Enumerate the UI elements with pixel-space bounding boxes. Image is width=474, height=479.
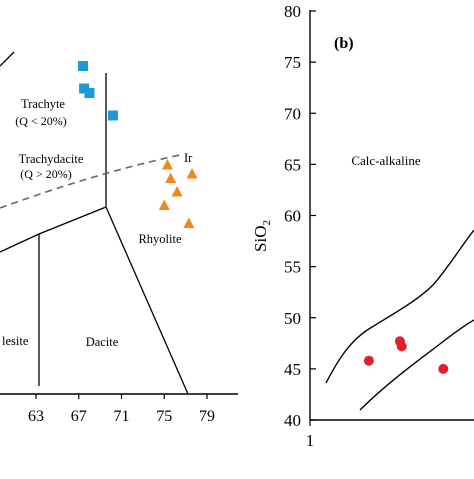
triangle-marker bbox=[165, 172, 177, 183]
triangle-marker bbox=[158, 199, 170, 210]
field-label-andesite: lesite bbox=[2, 334, 29, 348]
field-label-trachyte: Trachyte bbox=[21, 97, 65, 111]
square-marker bbox=[107, 110, 118, 121]
y-label-subscript: 2 bbox=[261, 220, 273, 226]
boundary-upper-left bbox=[0, 51, 15, 67]
boundary-dacite-rhyolite bbox=[105, 206, 189, 395]
square-marker bbox=[79, 83, 90, 94]
field-label-rhyolite: Rhyolite bbox=[138, 232, 182, 246]
right-x-ticks: 1 bbox=[306, 420, 315, 450]
right-y-tick-label: 50 bbox=[284, 309, 301, 328]
right-panel: 40 45 50 55 60 65 70 75 80 1 SiO2 (b) Calc-alkal… bbox=[251, 2, 474, 450]
left-x-ticks: 63 67 71 75 79 bbox=[28, 394, 215, 425]
square-marker bbox=[84, 88, 95, 98]
field-label-trachydacite: Trachydacite bbox=[19, 152, 84, 166]
field-label-calc-alkaline: Calc-alkaline bbox=[351, 153, 421, 168]
field-label-trachydacite-q: (Q > 20%) bbox=[20, 167, 71, 181]
left-x-tick-label: 71 bbox=[114, 408, 130, 425]
right-y-tick-label: 60 bbox=[284, 207, 301, 226]
field-label-trachyte-q: (Q < 20%) bbox=[15, 114, 66, 128]
triangle-marker bbox=[186, 168, 198, 179]
circle-marker bbox=[363, 355, 374, 366]
right-y-tick-label: 45 bbox=[284, 360, 301, 379]
right-y-tick-label: 55 bbox=[284, 258, 301, 277]
boundary-andesite-top bbox=[38, 206, 107, 235]
right-y-tick-label: 75 bbox=[284, 53, 301, 72]
left-x-tick-label: 75 bbox=[156, 408, 172, 425]
field-label-dacite: Dacite bbox=[86, 335, 119, 349]
triangle-marker bbox=[171, 186, 183, 197]
right-y-tick-label: 70 bbox=[284, 104, 301, 123]
field-label-ir: Ir bbox=[184, 151, 193, 165]
boundary-left-low bbox=[0, 233, 40, 253]
right-y-tick-label: 40 bbox=[284, 411, 301, 430]
ir-dashed-line bbox=[0, 154, 181, 209]
left-x-tick-label: 79 bbox=[199, 408, 215, 425]
upper-boundary-curve bbox=[325, 229, 474, 384]
right-y-ticks: 40 45 50 55 60 65 70 75 80 bbox=[284, 2, 316, 430]
left-x-tick-label: 63 bbox=[28, 408, 44, 425]
right-y-axis-label: SiO2 bbox=[251, 220, 273, 252]
right-y-tick-label: 65 bbox=[284, 155, 301, 174]
left-panel: 63 67 71 75 79 Trachyte (Q < 20%) Trachydaci… bbox=[0, 51, 238, 425]
right-data-points bbox=[363, 336, 449, 374]
lower-boundary-curve bbox=[359, 319, 474, 411]
left-x-tick-label: 67 bbox=[71, 408, 87, 425]
triangle-marker bbox=[161, 159, 173, 170]
square-marker bbox=[78, 61, 89, 71]
triangle-marker bbox=[183, 217, 195, 228]
circle-marker bbox=[396, 341, 407, 352]
y-label-main: SiO bbox=[251, 226, 270, 252]
panel-label-b: (b) bbox=[334, 35, 354, 52]
left-data-points bbox=[78, 61, 198, 228]
right-x-tick-label: 1 bbox=[306, 431, 315, 450]
circle-marker bbox=[438, 363, 449, 374]
right-y-tick-label: 80 bbox=[284, 2, 301, 21]
